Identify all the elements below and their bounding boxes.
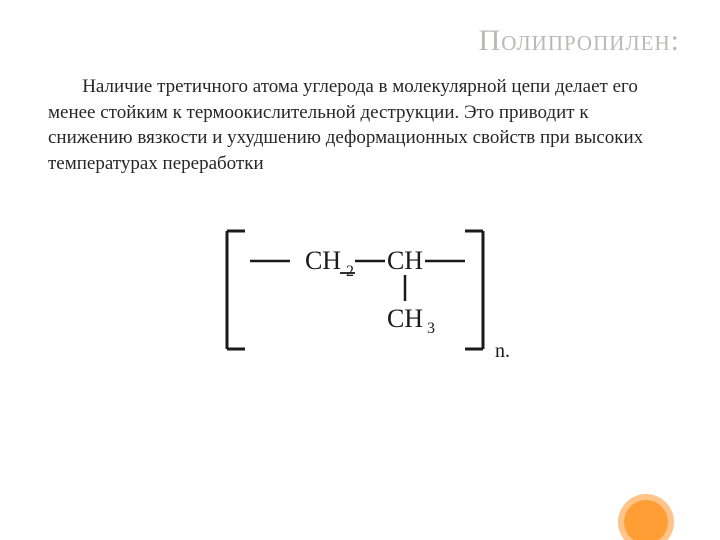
svg-text:CH: CH xyxy=(387,304,423,333)
body-text: Наличие третичного атома углерода в моле… xyxy=(48,74,672,177)
svg-text:CH: CH xyxy=(387,246,423,275)
formula-container: CH2CHCH3n. xyxy=(0,217,720,382)
polypropylene-formula: CH2CHCH3n. xyxy=(195,217,525,377)
svg-text:2: 2 xyxy=(346,263,354,280)
svg-text:n.: n. xyxy=(495,340,510,362)
decoration-circle-inner xyxy=(624,500,668,540)
svg-text:CH: CH xyxy=(305,246,341,275)
slide-title: Полипропилен: xyxy=(0,24,680,58)
svg-text:3: 3 xyxy=(427,320,435,337)
